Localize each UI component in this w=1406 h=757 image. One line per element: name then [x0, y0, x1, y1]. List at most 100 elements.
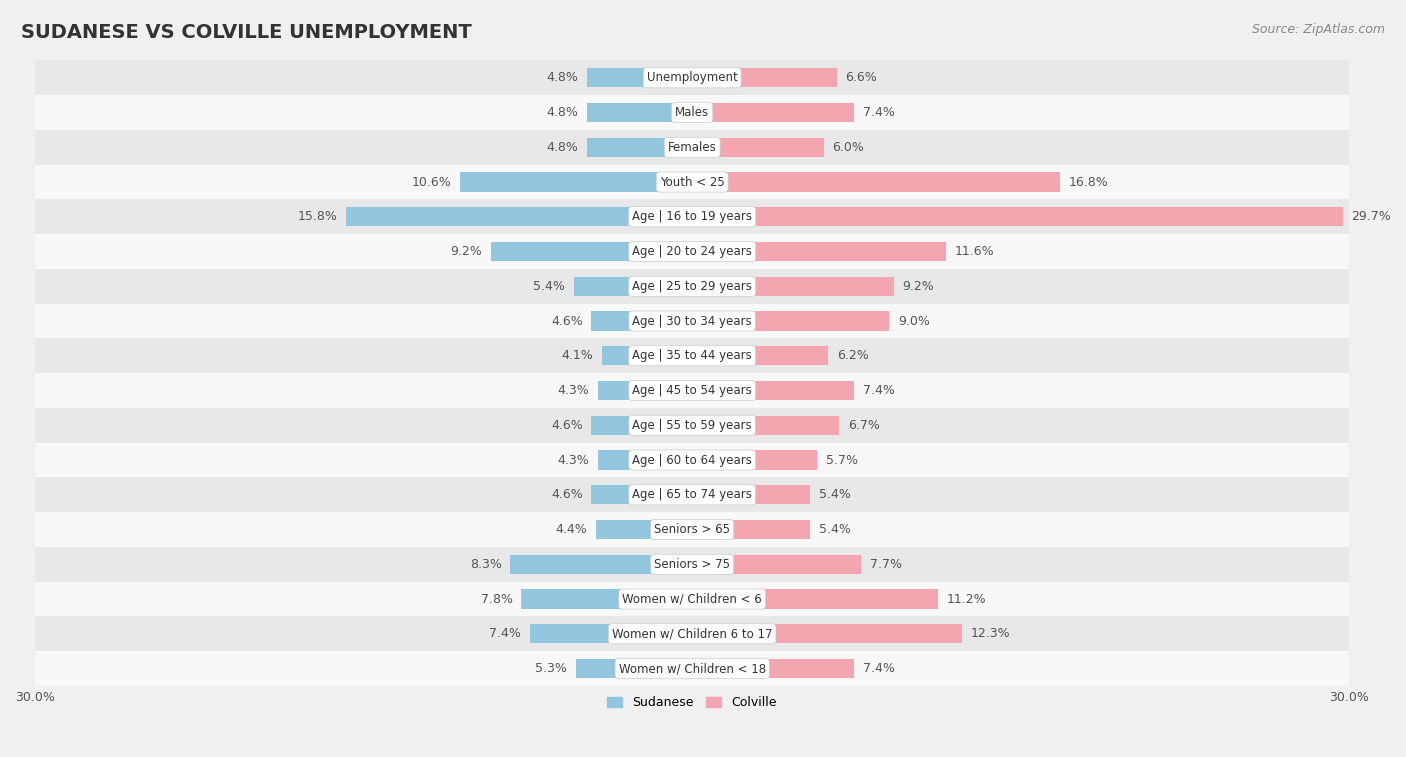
Text: 9.2%: 9.2% — [903, 280, 934, 293]
Bar — [35, 651, 1350, 686]
Bar — [692, 277, 894, 296]
Bar — [692, 68, 837, 87]
Text: 6.0%: 6.0% — [832, 141, 865, 154]
Bar — [35, 373, 1350, 408]
Bar — [588, 138, 692, 157]
Bar — [692, 311, 890, 331]
Bar — [692, 381, 855, 400]
Text: 4.8%: 4.8% — [547, 71, 578, 84]
Text: 11.6%: 11.6% — [955, 245, 994, 258]
Text: Women w/ Children 6 to 17: Women w/ Children 6 to 17 — [612, 628, 772, 640]
Text: 9.2%: 9.2% — [450, 245, 482, 258]
Text: 6.2%: 6.2% — [837, 349, 869, 363]
Bar — [692, 242, 946, 261]
Bar — [576, 659, 692, 678]
Text: 5.4%: 5.4% — [820, 523, 851, 536]
Bar — [692, 416, 839, 435]
Bar — [592, 311, 692, 331]
Text: Age | 60 to 64 years: Age | 60 to 64 years — [633, 453, 752, 466]
Text: Age | 65 to 74 years: Age | 65 to 74 years — [633, 488, 752, 501]
Text: 9.0%: 9.0% — [898, 315, 929, 328]
Text: 6.6%: 6.6% — [845, 71, 877, 84]
Bar — [35, 512, 1350, 547]
Text: 7.7%: 7.7% — [870, 558, 901, 571]
Text: Source: ZipAtlas.com: Source: ZipAtlas.com — [1251, 23, 1385, 36]
Text: 29.7%: 29.7% — [1351, 210, 1392, 223]
Text: Seniors > 65: Seniors > 65 — [654, 523, 730, 536]
Text: Age | 20 to 24 years: Age | 20 to 24 years — [633, 245, 752, 258]
Text: Age | 16 to 19 years: Age | 16 to 19 years — [633, 210, 752, 223]
Text: 11.2%: 11.2% — [946, 593, 986, 606]
Bar — [35, 616, 1350, 651]
Bar — [598, 450, 692, 469]
Bar — [35, 199, 1350, 234]
Bar — [35, 234, 1350, 269]
Text: Age | 45 to 54 years: Age | 45 to 54 years — [633, 384, 752, 397]
Bar — [692, 138, 824, 157]
Text: 7.4%: 7.4% — [863, 106, 896, 119]
Text: 5.4%: 5.4% — [533, 280, 565, 293]
Text: 4.8%: 4.8% — [547, 106, 578, 119]
Text: 8.3%: 8.3% — [470, 558, 502, 571]
Text: 16.8%: 16.8% — [1069, 176, 1109, 188]
Text: 4.4%: 4.4% — [555, 523, 588, 536]
Bar — [574, 277, 692, 296]
Bar — [692, 346, 828, 366]
Legend: Sudanese, Colville: Sudanese, Colville — [602, 691, 782, 714]
Text: Youth < 25: Youth < 25 — [659, 176, 724, 188]
Bar — [35, 130, 1350, 165]
Bar — [460, 173, 692, 192]
Bar — [692, 659, 855, 678]
Bar — [592, 485, 692, 504]
Text: 4.6%: 4.6% — [551, 488, 582, 501]
Bar — [35, 338, 1350, 373]
Bar — [35, 304, 1350, 338]
Text: 4.8%: 4.8% — [547, 141, 578, 154]
Text: 4.3%: 4.3% — [557, 384, 589, 397]
Bar — [491, 242, 692, 261]
Text: 4.1%: 4.1% — [562, 349, 593, 363]
Text: Age | 25 to 29 years: Age | 25 to 29 years — [633, 280, 752, 293]
Bar — [592, 416, 692, 435]
Text: Males: Males — [675, 106, 709, 119]
Bar — [35, 95, 1350, 130]
Bar — [692, 485, 810, 504]
Text: Women w/ Children < 6: Women w/ Children < 6 — [623, 593, 762, 606]
Text: 5.7%: 5.7% — [825, 453, 858, 466]
Text: Seniors > 75: Seniors > 75 — [654, 558, 730, 571]
Text: Age | 35 to 44 years: Age | 35 to 44 years — [633, 349, 752, 363]
Text: 7.4%: 7.4% — [863, 384, 896, 397]
Bar — [692, 555, 860, 574]
Bar — [596, 520, 692, 539]
Bar — [35, 61, 1350, 95]
Bar — [35, 478, 1350, 512]
Bar — [35, 443, 1350, 478]
Text: 5.4%: 5.4% — [820, 488, 851, 501]
Text: 7.4%: 7.4% — [863, 662, 896, 675]
Text: SUDANESE VS COLVILLE UNEMPLOYMENT: SUDANESE VS COLVILLE UNEMPLOYMENT — [21, 23, 472, 42]
Text: 15.8%: 15.8% — [298, 210, 337, 223]
Text: 4.6%: 4.6% — [551, 315, 582, 328]
Text: Women w/ Children < 18: Women w/ Children < 18 — [619, 662, 766, 675]
Bar — [346, 207, 692, 226]
Bar — [692, 103, 855, 122]
Text: 7.8%: 7.8% — [481, 593, 513, 606]
Bar — [588, 103, 692, 122]
Text: 10.6%: 10.6% — [412, 176, 451, 188]
Bar — [598, 381, 692, 400]
Bar — [692, 173, 1060, 192]
Text: Age | 55 to 59 years: Age | 55 to 59 years — [633, 419, 752, 431]
Bar — [35, 581, 1350, 616]
Text: 4.6%: 4.6% — [551, 419, 582, 431]
Bar — [692, 520, 810, 539]
Text: 5.3%: 5.3% — [536, 662, 567, 675]
Text: Females: Females — [668, 141, 717, 154]
Text: 7.4%: 7.4% — [489, 628, 522, 640]
Bar — [530, 625, 692, 643]
Text: 6.7%: 6.7% — [848, 419, 880, 431]
Bar — [692, 625, 962, 643]
Bar — [522, 590, 692, 609]
Text: 4.3%: 4.3% — [557, 453, 589, 466]
Text: 12.3%: 12.3% — [970, 628, 1010, 640]
Bar — [510, 555, 692, 574]
